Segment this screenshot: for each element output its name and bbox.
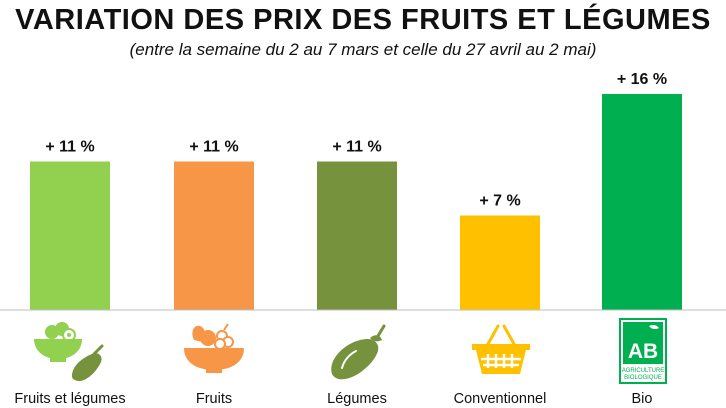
chart-subtitle: (entre la semaine du 2 au 7 mars et cell… — [129, 40, 597, 59]
ab-logo-line2: BIOLOGIQUE — [624, 375, 662, 381]
bar-legumes — [317, 161, 397, 310]
category-label-fruits-et-legumes: Fruits et légumes — [14, 391, 126, 407]
data-label-conventionnel: + 7 % — [479, 193, 520, 210]
category-label-legumes: Légumes — [327, 391, 387, 407]
shopping-basket-icon — [472, 324, 530, 374]
category-label-conventionnel: Conventionnel — [453, 391, 547, 407]
ab-logo-letters: AB — [628, 340, 658, 363]
category-label-fruits: Fruits — [195, 391, 233, 407]
chart-title: VARIATION DES PRIX DES FRUITS ET LÉGUMES — [15, 4, 711, 36]
bar-conventionnel — [460, 215, 540, 310]
data-label-bio: + 16 % — [617, 71, 667, 88]
fruit-bowl-and-eggplant-icon — [34, 322, 104, 382]
category-label-bio: Bio — [631, 391, 653, 407]
fruit-bowl-icon — [184, 323, 244, 373]
bar-fruits-et-legumes — [30, 161, 110, 310]
data-label-fruits-et-legumes: + 11 % — [45, 139, 94, 156]
data-label-legumes: + 11 % — [332, 139, 381, 156]
ab-logo-line1: AGRICULTURE — [622, 368, 665, 374]
eggplant-icon — [331, 324, 386, 380]
bar-fruits — [174, 161, 254, 310]
ab-organic-logo-icon: AB AGRICULTURE BIOLOGIQUE — [619, 318, 667, 384]
data-label-fruits: + 11 % — [189, 139, 238, 156]
bar-bio — [602, 94, 682, 310]
